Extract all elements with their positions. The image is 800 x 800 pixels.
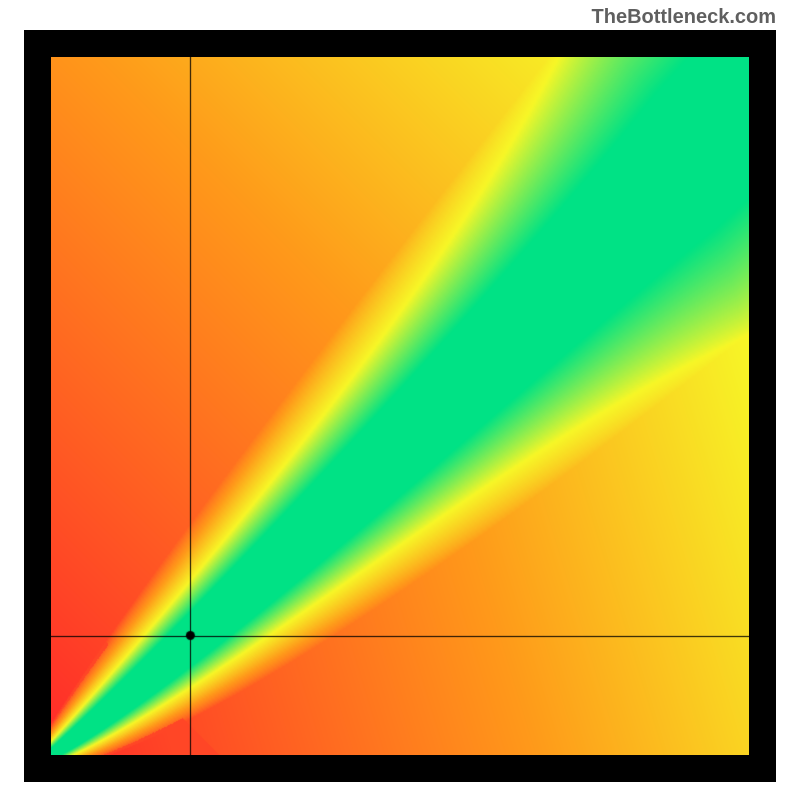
attribution-text: TheBottleneck.com xyxy=(592,6,776,29)
chart-frame xyxy=(24,30,776,782)
crosshair-overlay xyxy=(51,57,749,755)
page-root: TheBottleneck.com xyxy=(0,0,800,800)
